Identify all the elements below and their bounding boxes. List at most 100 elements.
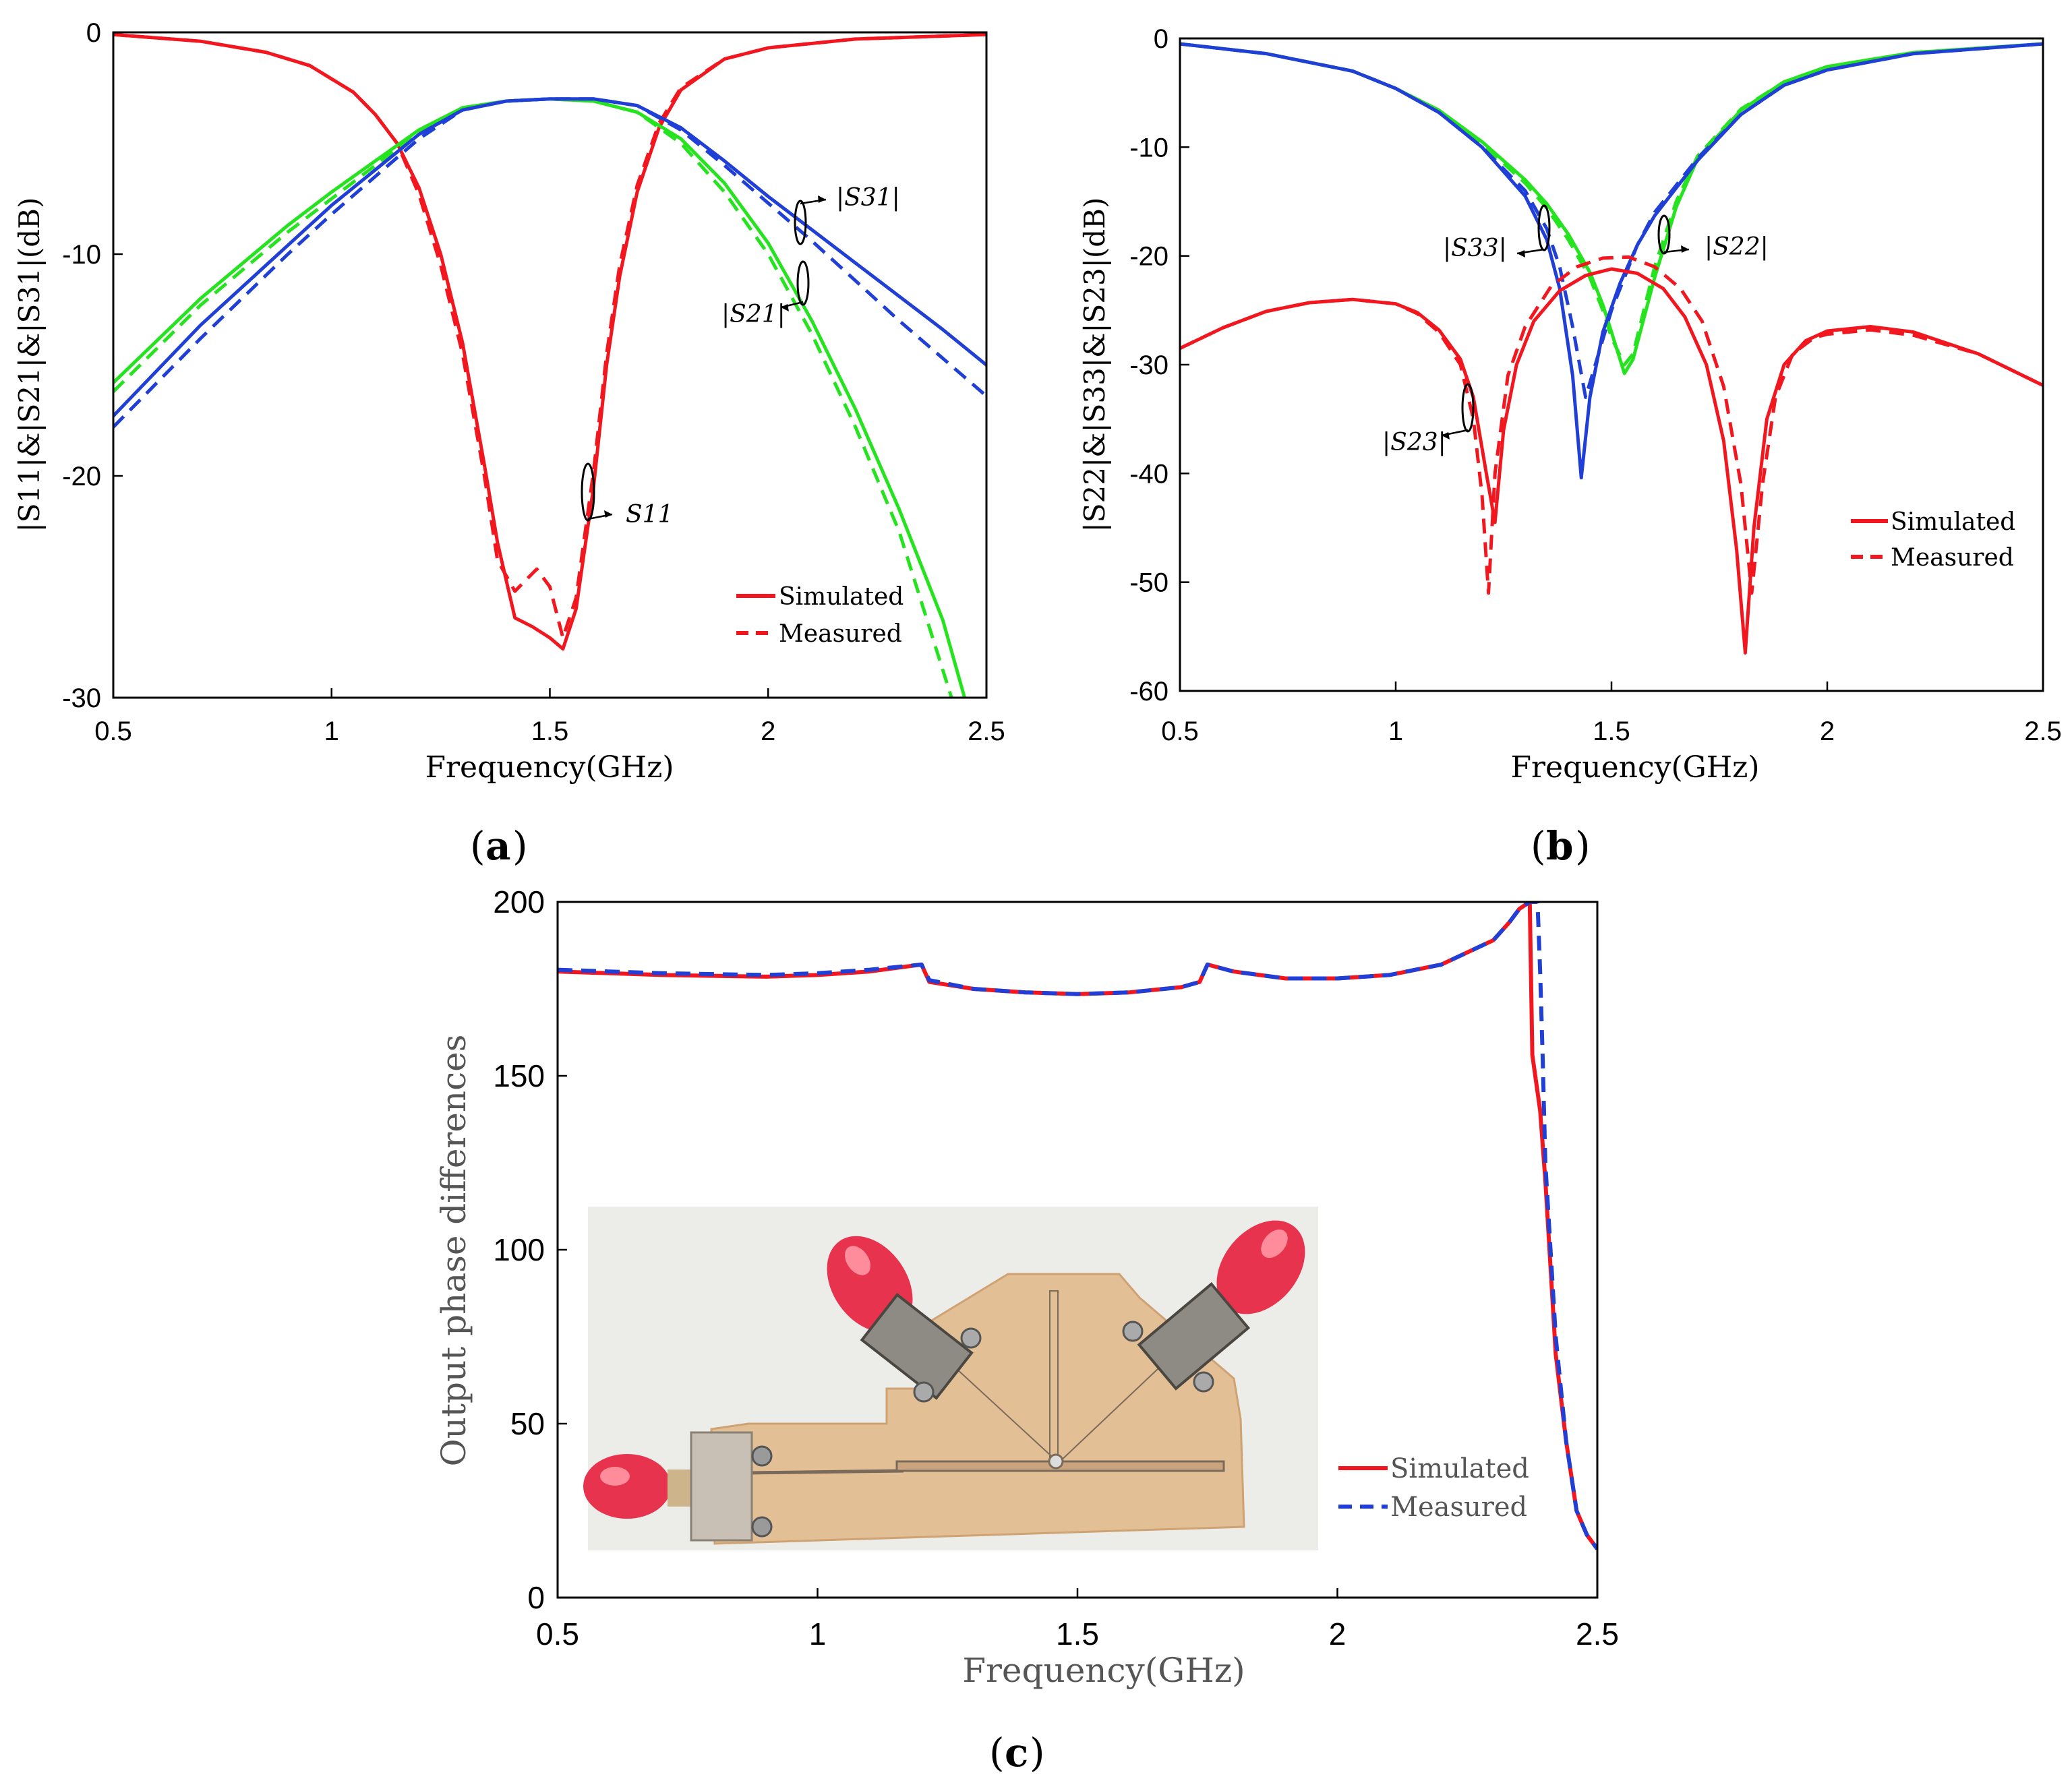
panel-c-legend-measured-label: Measured — [1390, 1492, 1527, 1523]
device-photo-left-connector — [583, 1431, 773, 1542]
panel-b-xtick-label: 0.5 — [1161, 717, 1199, 746]
panel-b-ytick-label: -60 — [1129, 677, 1168, 706]
panel-a-caption-open: ( — [470, 823, 485, 869]
panel-c-xtick-label: 1 — [809, 1616, 827, 1652]
panel-b-xtick-label: 1.5 — [1593, 717, 1630, 746]
panel-a-caption: ( a ) — [470, 823, 528, 869]
panel-a-legend: Simulated Measured — [736, 583, 904, 648]
panel-c-series — [558, 902, 1597, 1550]
annotation-s21-label: |S21| — [721, 301, 786, 328]
panel-a: 0.5 1 1.5 2 2.5 0 -10 -20 -30 Frequency(GHz) |S1… — [13, 18, 1005, 869]
panel-c-legend-simulated-label: Simulated — [1390, 1453, 1529, 1484]
panel-a-xtick-label: 1 — [324, 717, 339, 746]
annotation-s22-label: |S22| — [1705, 233, 1769, 261]
panel-b-ylabel: |S22|&|S33|&|S23|(dB) — [1078, 198, 1111, 533]
panel-b-legend: Simulated Measured — [1851, 508, 2015, 572]
panel-a-series — [113, 32, 986, 698]
panel-c-ytick-label: 150 — [493, 1058, 545, 1093]
panel-b-ytick-label: -30 — [1129, 351, 1168, 380]
panel-b-series — [1180, 42, 2043, 655]
panel-b-ytick-label: -50 — [1129, 568, 1168, 598]
panel-c-caption-open: ( — [989, 1730, 1005, 1776]
panel-c-caption-close: ) — [1030, 1730, 1045, 1776]
panel-c-xtick-label: 1.5 — [1056, 1616, 1099, 1652]
annotation-s21-ellipse — [796, 260, 810, 306]
panel-b-xtick-label: 2.5 — [2024, 717, 2062, 746]
annotation-s31-ellipse — [794, 200, 807, 245]
device-photo-board — [710, 1273, 1245, 1545]
panel-c-ticks: 0.5 1 1.5 2 2.5 0 50 100 150 200 — [493, 884, 1619, 1652]
panel-a-caption-close: ) — [512, 823, 528, 869]
annotation-s31: |S31| — [794, 184, 900, 245]
panel-c-xtick-label: 2.5 — [1576, 1616, 1619, 1652]
panel-b-legend-simulated-label: Simulated — [1891, 508, 2015, 536]
panel-b-ytick-label: 0 — [1154, 24, 1168, 54]
panel-a-ytick-label: -30 — [62, 684, 101, 713]
panel-c-series-measured — [558, 902, 1597, 1550]
annotation-s11: S11 — [581, 462, 673, 528]
annotation-s11-label: S11 — [626, 501, 673, 528]
panel-b-xlabel: Frequency(GHz) — [1510, 750, 1759, 785]
annotation-s33: |S33| — [1443, 204, 1551, 262]
panel-c-xtick-label: 0.5 — [536, 1616, 579, 1652]
panel-b-ytick-label: -40 — [1129, 459, 1168, 489]
annotation-s21-arrowhead — [781, 304, 789, 311]
annotation-s33-arrowhead — [1517, 250, 1525, 258]
device-photo-top-right-connector — [1122, 1220, 1305, 1393]
panel-a-xtick-label: 2.5 — [968, 717, 1005, 746]
panel-b-legend-measured-label: Measured — [1891, 544, 2014, 572]
panel-b-ytick-label: -10 — [1129, 133, 1168, 162]
panel-b-xtick-label: 1 — [1388, 717, 1403, 746]
panel-a-xtick-label: 0.5 — [94, 717, 132, 746]
annotation-s31-label: |S31| — [836, 184, 900, 212]
panel-b-caption-letter: b — [1546, 823, 1574, 869]
panel-c-ytick-label: 100 — [493, 1232, 545, 1267]
panel-b: 0.5 1 1.5 2 2.5 0 -10 -20 -30 -40 -50 -60 Frequency… — [1078, 24, 2062, 869]
panel-a-series-s31-measured — [113, 97, 986, 429]
panel-b-xtick-label: 2 — [1820, 717, 1835, 746]
panel-b-ticks: 0.5 1 1.5 2 2.5 0 -10 -20 -30 -40 -50 -60 — [1129, 24, 2062, 746]
annotation-s22-arrowhead — [1681, 245, 1689, 253]
annotation-s22: |S22| — [1657, 214, 1769, 261]
panel-b-caption: ( b ) — [1531, 823, 1591, 869]
panel-c-ytick-label: 50 — [510, 1406, 545, 1441]
annotation-s23-arrowhead — [1442, 432, 1450, 440]
annotation-s33-label: |S33| — [1443, 235, 1507, 262]
panel-b-series-s23-measured — [1180, 255, 2043, 595]
annotation-s22-ellipse — [1657, 214, 1671, 255]
annotation-s23-ellipse — [1461, 383, 1475, 433]
panel-b-ytick-label: -20 — [1129, 242, 1168, 272]
panel-c: 0.5 1 1.5 2 2.5 0 50 100 150 200 Frequency(GHz) O… — [434, 884, 1619, 1776]
panel-c-ytick-label: 200 — [493, 884, 545, 919]
panel-a-ytick-label: -20 — [62, 462, 101, 491]
panel-a-legend-simulated-label: Simulated — [779, 583, 904, 611]
panel-a-xtick-label: 1.5 — [531, 717, 569, 746]
panel-b-caption-open: ( — [1531, 823, 1546, 869]
annotation-s21: |S21| — [721, 260, 810, 328]
panel-c-xlabel: Frequency(GHz) — [962, 1651, 1245, 1690]
panel-a-ylabel: |S11|&|S21|&|S31|(dB) — [13, 198, 46, 533]
annotation-s11-ellipse — [581, 462, 595, 522]
panel-a-xlabel: Frequency(GHz) — [425, 750, 674, 785]
panel-c-xtick-label: 2 — [1329, 1616, 1346, 1652]
panel-c-ylabel: Output phase differences — [434, 1035, 473, 1467]
annotation-s11-arrowhead — [604, 510, 612, 518]
panel-c-ytick-label: 0 — [527, 1580, 545, 1615]
panel-c-legend: Simulated Measured — [1338, 1453, 1529, 1523]
panel-a-series-s21-simulated — [113, 97, 967, 698]
annotation-s31-arrowhead — [818, 195, 826, 203]
device-photo-top-left-connector — [827, 1236, 982, 1403]
panel-a-legend-measured-label: Measured — [779, 620, 902, 648]
panel-a-caption-letter: a — [485, 823, 511, 869]
device-photo — [583, 1207, 1318, 1550]
panel-c-caption: ( c ) — [989, 1730, 1045, 1776]
panel-a-ytick-label: 0 — [86, 18, 101, 48]
panel-b-series-s33-measured — [1180, 42, 2043, 399]
panel-a-ticks: 0.5 1 1.5 2 2.5 0 -10 -20 -30 — [62, 18, 1005, 746]
panel-b-caption-close: ) — [1575, 823, 1591, 869]
panel-a-ytick-label: -10 — [62, 240, 101, 270]
annotation-s23: |S23| — [1382, 383, 1475, 456]
panel-a-series-s21-measured — [113, 97, 953, 698]
panel-a-xtick-label: 2 — [761, 717, 775, 746]
